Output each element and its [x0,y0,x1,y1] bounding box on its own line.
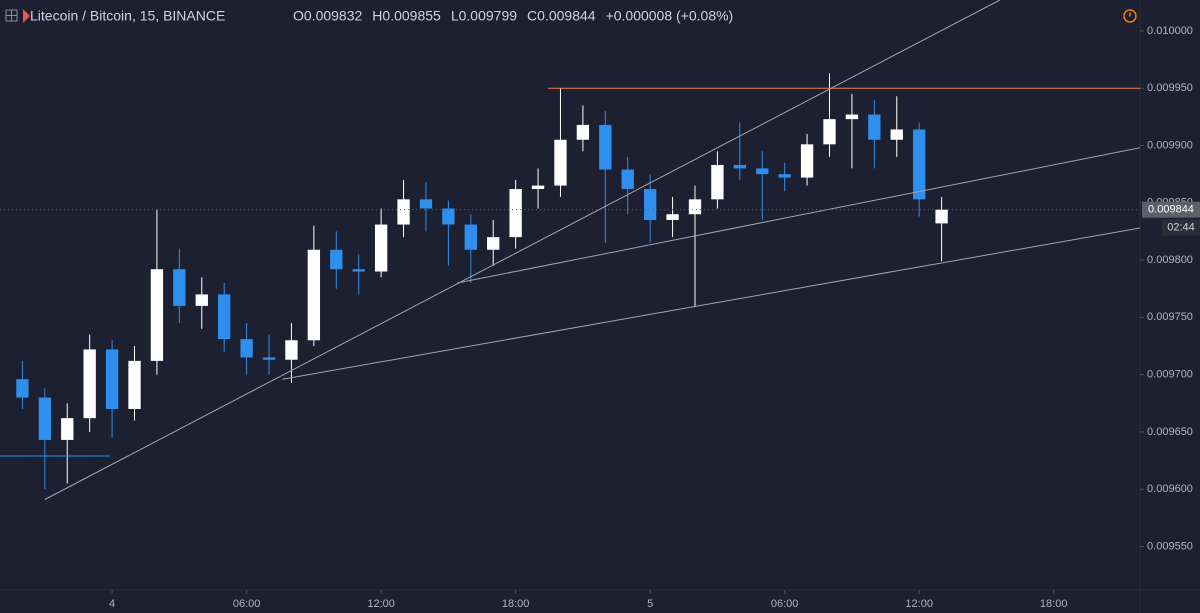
ohlc-value: 0.009799 [459,8,518,24]
countdown: 02:44 [1167,222,1195,234]
ohlc-label: O [293,8,304,24]
candle-body [643,189,657,220]
plot-area [0,0,1140,500]
ohlc-label: H [372,8,382,24]
y-tick-label: 0.009700 [1147,369,1193,381]
ohlc-value: 0.009844 [537,8,596,24]
ohlc-value: 0.009832 [304,8,363,24]
candle-body [218,294,231,340]
y-tick-label: 0.009800 [1147,254,1193,266]
candle-body [307,249,321,341]
candle-body [621,169,634,190]
candle-body [262,357,276,360]
candle-body [845,114,859,120]
candle-body [419,199,433,209]
last-price-box [1142,201,1200,218]
candle-body [105,349,119,409]
x-tick-label: 18:00 [502,598,530,610]
candle-body [61,418,74,440]
candle-body [83,349,96,419]
exchange-flag [23,9,30,23]
candle-body [195,294,208,306]
x-tick-label: 4 [109,598,115,610]
x-tick-label: 12:00 [367,598,395,610]
candle-body [890,129,903,140]
y-tick-label: 0.009550 [1147,540,1193,552]
y-tick-label: 0.009900 [1147,139,1193,151]
candle-body [397,199,410,225]
candle-body [913,129,926,200]
ohlc-value: 0.009855 [382,8,441,24]
change: +0.000008 (+0.08%) [606,8,734,24]
ohlc-label: L [451,8,459,24]
alert-icon [1123,9,1137,23]
candle-body [487,237,500,250]
x-tick-label: 06:00 [771,598,799,610]
last-price-label: 0.009844 [1148,204,1194,216]
candle-body [150,269,164,361]
candle-body [935,209,948,224]
candle-body [666,214,679,220]
candle-body [285,340,298,360]
trend-line [44,0,1001,500]
candle-body [756,168,769,175]
candle-body [733,164,746,169]
candle-body [576,124,590,140]
candle-body [128,360,141,409]
candle-body [464,224,477,250]
candle-body [554,139,567,186]
candle-body [599,124,612,170]
candle-body [352,269,365,272]
x-tick-label: 18:00 [1040,598,1068,610]
candle-body [823,119,836,145]
y-tick-label: 0.010000 [1147,25,1193,37]
candle-body [868,114,881,140]
y-tick-label: 0.009950 [1147,82,1193,94]
ohlc-label: C [527,8,537,24]
x-tick-label: 06:00 [233,598,261,610]
candle-body [531,185,545,190]
trend-line [457,147,1140,284]
y-tick-label: 0.009650 [1147,426,1193,438]
chart-title: Litecoin / Bitcoin, 15, BINANCE [30,8,225,24]
candle-body [509,189,522,238]
x-tick-label: 5 [647,598,653,610]
candle-body [374,224,388,272]
x-tick-label: 12:00 [905,598,933,610]
countdown-box [1162,219,1200,236]
candle-body [38,397,52,440]
trend-line [282,227,1140,380]
candle-body [330,249,343,270]
candle-body [711,164,724,200]
candle-body [778,174,791,178]
candle-body [442,208,455,225]
candle-body [16,379,29,398]
symbol-icons [5,9,1137,23]
candle-body [800,144,814,178]
candle-body [240,339,253,358]
candle-body [173,269,186,306]
candle-body [688,199,702,215]
y-tick-label: 0.009600 [1147,483,1193,495]
y-tick-label: 0.009750 [1147,311,1193,323]
